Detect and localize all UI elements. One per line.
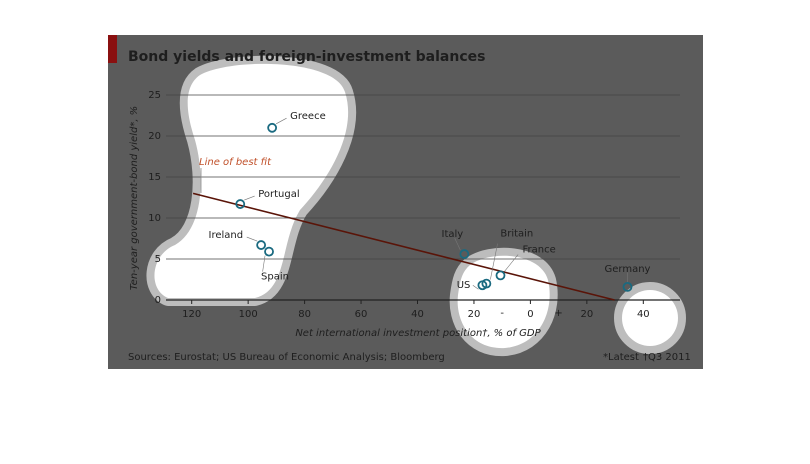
y-tick-label: 20: [148, 131, 161, 142]
x-tick-label: 20: [580, 309, 593, 320]
highlight-blobs: [154, 63, 678, 349]
point-label: Italy: [442, 229, 464, 240]
x-tick-label: 0: [527, 309, 533, 320]
note: †Q3 2011: [643, 352, 691, 363]
y-tick-label: 0: [155, 295, 161, 306]
chart-title: Bond yields and foreign-investment balan…: [128, 49, 485, 65]
x-axis-label: Net international investment position†, …: [295, 328, 541, 339]
label-leader: [275, 117, 287, 125]
y-tick-label: 25: [148, 90, 161, 101]
x-tick-label: 100: [239, 309, 258, 320]
label-leader: [504, 254, 519, 272]
point: [264, 246, 274, 257]
point-label: Spain: [261, 272, 289, 283]
label-leader: [454, 237, 461, 251]
point-label: Germany: [605, 264, 651, 275]
point: [481, 278, 492, 289]
point-label: Greece: [290, 111, 326, 122]
red-tag: [108, 35, 117, 63]
source: Sources: Eurostat; US Bureau of Economic…: [128, 352, 445, 363]
label-leader: [246, 236, 258, 242]
x-sign-label: +: [554, 308, 562, 319]
point-label: Ireland: [209, 230, 244, 241]
point-label: France: [522, 244, 555, 255]
x-tick-label: 40: [637, 309, 650, 320]
point-label: US: [457, 280, 471, 291]
point: [622, 281, 633, 292]
label-leader: [490, 243, 498, 280]
point: [495, 270, 506, 281]
x-tick-label: 120: [182, 309, 201, 320]
point-label: Portugal: [258, 189, 299, 200]
point: [235, 199, 246, 209]
x-sign-label: -: [500, 308, 504, 319]
y-axis-label: Ten-year government-bond yield*, %: [129, 106, 140, 290]
fit-line: [192, 192, 615, 301]
x-tick-label: 60: [355, 309, 368, 320]
y-tick-label: 5: [155, 254, 161, 265]
label-leader: [244, 195, 255, 201]
point: [267, 122, 278, 133]
label-leader: [262, 255, 266, 272]
x-tick-label: 80: [298, 309, 311, 320]
point: [256, 240, 267, 250]
x-tick-label: 40: [411, 309, 424, 320]
label-leader: [472, 284, 479, 290]
point-label: Britain: [500, 229, 533, 240]
point: [459, 249, 470, 259]
fit-label: Line of best fit: [199, 157, 272, 168]
y-tick-label: 10: [148, 213, 161, 224]
x-tick-label: 20: [468, 309, 481, 320]
note: *Latest: [603, 352, 639, 363]
y-tick-label: 15: [148, 172, 161, 183]
